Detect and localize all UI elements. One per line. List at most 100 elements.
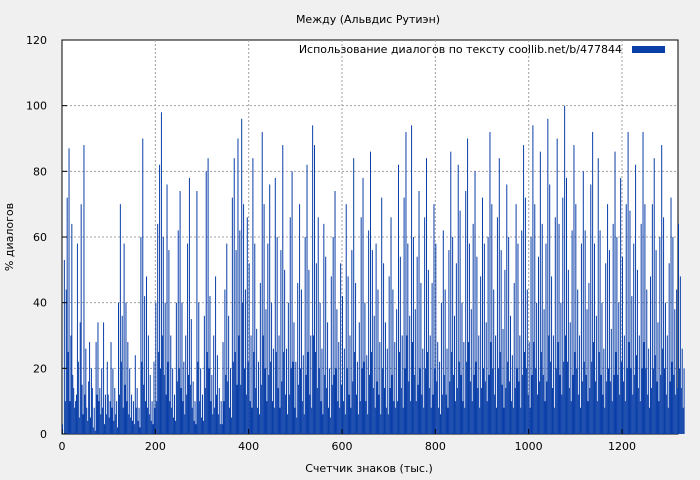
bar — [398, 351, 400, 434]
bar — [234, 351, 236, 434]
bar — [534, 204, 536, 434]
bar — [613, 374, 615, 434]
bar — [604, 407, 606, 434]
bar — [544, 401, 546, 434]
bar — [88, 381, 90, 434]
bar — [287, 302, 289, 434]
bar — [326, 388, 328, 434]
bar — [328, 407, 329, 434]
bar — [333, 374, 335, 434]
bar — [634, 374, 636, 434]
bar — [426, 351, 428, 434]
bar — [454, 401, 456, 434]
bar — [451, 351, 453, 434]
bar — [593, 342, 595, 434]
bar — [673, 374, 675, 434]
bar — [63, 259, 65, 434]
bar — [127, 342, 129, 434]
bar — [138, 407, 140, 434]
bar — [596, 401, 598, 434]
bar — [618, 302, 620, 434]
bar — [412, 237, 414, 434]
bar — [393, 401, 395, 434]
bar — [153, 361, 155, 434]
bar — [341, 384, 343, 434]
bar — [595, 315, 597, 434]
bar — [148, 414, 150, 434]
bar — [299, 204, 301, 434]
bar — [667, 407, 669, 434]
bar — [302, 355, 304, 434]
bar — [566, 361, 568, 434]
bar — [379, 342, 381, 434]
bar — [511, 355, 513, 434]
bar — [203, 315, 205, 434]
bar — [157, 223, 159, 434]
bar — [229, 407, 231, 434]
bar — [225, 374, 227, 434]
bar — [169, 401, 171, 434]
bar — [530, 237, 532, 434]
bar — [546, 381, 548, 434]
bar — [222, 342, 224, 434]
bar — [263, 204, 265, 434]
bar — [564, 105, 566, 435]
bar — [139, 427, 141, 434]
bar — [315, 263, 317, 434]
bar — [144, 296, 146, 434]
bar — [376, 381, 378, 434]
bar — [273, 407, 275, 434]
bar — [517, 243, 519, 434]
bar — [389, 388, 391, 434]
bar — [478, 335, 480, 434]
bar — [469, 381, 471, 434]
bar — [83, 145, 85, 434]
bar — [243, 204, 245, 434]
bar — [155, 302, 157, 434]
bar — [581, 381, 583, 434]
bar — [464, 407, 466, 434]
bar — [474, 171, 476, 434]
bar — [90, 417, 91, 434]
bar — [186, 394, 188, 434]
x-tick-label: 1000 — [515, 440, 543, 453]
bar — [357, 414, 359, 434]
bar — [664, 368, 665, 434]
bar — [560, 302, 562, 434]
bar — [258, 361, 259, 434]
bar — [396, 309, 398, 434]
bar — [552, 388, 553, 434]
bar — [648, 348, 650, 434]
bar — [295, 361, 297, 434]
bar — [174, 420, 176, 434]
bar — [233, 158, 235, 434]
bar — [482, 368, 484, 434]
bar — [398, 164, 399, 434]
bar — [524, 351, 525, 434]
bar — [543, 309, 545, 434]
bar — [237, 138, 239, 434]
bar — [554, 217, 556, 434]
bar — [360, 217, 362, 434]
bar — [115, 414, 117, 434]
bar — [601, 302, 603, 434]
bar — [175, 302, 177, 434]
bar — [258, 414, 260, 434]
bar — [659, 237, 661, 434]
bar — [425, 368, 427, 434]
bar — [109, 401, 111, 434]
bar — [283, 351, 285, 434]
bar — [116, 401, 118, 434]
bar — [419, 368, 421, 434]
bar — [678, 223, 679, 434]
bar — [70, 335, 72, 434]
bar — [481, 388, 483, 434]
bar — [311, 407, 313, 434]
bar — [429, 335, 431, 434]
bar — [395, 407, 397, 434]
bar — [509, 381, 511, 434]
y-tick-label: 20 — [33, 362, 47, 375]
bar — [503, 407, 505, 434]
bar — [431, 282, 433, 434]
